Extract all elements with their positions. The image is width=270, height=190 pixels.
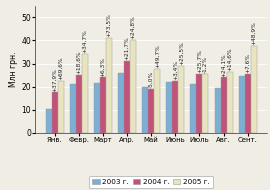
- Bar: [190, 84, 197, 133]
- Bar: [52, 93, 58, 133]
- Bar: [142, 87, 148, 133]
- Bar: [251, 46, 257, 133]
- Text: +14,6%: +14,6%: [227, 47, 232, 71]
- Text: +73,5%: +73,5%: [106, 13, 112, 37]
- Bar: [154, 69, 160, 133]
- Bar: [76, 75, 82, 133]
- Bar: [82, 54, 88, 133]
- Bar: [46, 109, 52, 133]
- Text: -5,0%: -5,0%: [149, 71, 154, 88]
- Text: +25,7%: +25,7%: [197, 49, 202, 73]
- Bar: [245, 74, 251, 133]
- Bar: [239, 76, 245, 133]
- Bar: [118, 73, 124, 133]
- Text: +25,5%: +25,5%: [179, 41, 184, 65]
- Text: +18,6%: +18,6%: [76, 51, 81, 74]
- Bar: [172, 81, 178, 133]
- Bar: [130, 40, 136, 133]
- Text: +3,4%: +3,4%: [173, 60, 178, 80]
- Text: +24,1%: +24,1%: [221, 53, 226, 77]
- Text: +37,9%: +37,9%: [52, 68, 57, 92]
- Text: +24,8%: +24,8%: [131, 16, 136, 40]
- Text: -1,2%: -1,2%: [203, 56, 208, 73]
- Bar: [94, 83, 100, 133]
- Bar: [202, 74, 208, 133]
- Bar: [58, 81, 64, 133]
- Bar: [221, 78, 227, 133]
- Text: +6,3%: +6,3%: [100, 57, 106, 77]
- Text: +7,6%: +7,6%: [245, 53, 250, 73]
- Text: +69,6%: +69,6%: [58, 56, 63, 80]
- Bar: [124, 61, 130, 133]
- Bar: [166, 82, 172, 133]
- Legend: 2003 г., 2004 г., 2005 г.: 2003 г., 2004 г., 2005 г.: [89, 176, 213, 188]
- Bar: [148, 89, 154, 133]
- Bar: [227, 72, 233, 133]
- Bar: [215, 88, 221, 133]
- Text: +21,7%: +21,7%: [124, 36, 130, 60]
- Bar: [100, 78, 106, 133]
- Text: +34,7%: +34,7%: [82, 29, 87, 53]
- Bar: [197, 74, 202, 133]
- Text: +49,7%: +49,7%: [155, 44, 160, 68]
- Bar: [178, 66, 184, 133]
- Bar: [70, 84, 76, 133]
- Text: +48,9%: +48,9%: [251, 21, 256, 45]
- Y-axis label: Млн грн.: Млн грн.: [9, 52, 18, 87]
- Bar: [106, 38, 112, 133]
